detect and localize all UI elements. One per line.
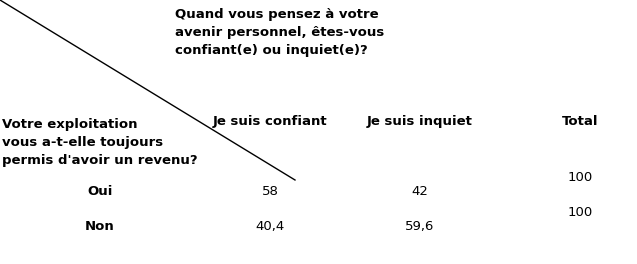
Text: 59,6: 59,6 — [405, 220, 434, 233]
Text: Non: Non — [85, 220, 115, 233]
Text: Je suis confiant: Je suis confiant — [213, 115, 327, 128]
Text: 58: 58 — [262, 185, 278, 198]
Text: Quand vous pensez à votre
avenir personnel, êtes-vous
confiant(e) ou inquiet(e)?: Quand vous pensez à votre avenir personn… — [175, 8, 384, 57]
Text: 42: 42 — [412, 185, 429, 198]
Text: Oui: Oui — [87, 185, 113, 198]
Text: 40,4: 40,4 — [255, 220, 285, 233]
Text: 100: 100 — [568, 206, 592, 219]
Text: Total: Total — [562, 115, 598, 128]
Text: Je suis inquiet: Je suis inquiet — [367, 115, 473, 128]
Text: 100: 100 — [568, 171, 592, 184]
Text: Votre exploitation
vous a-t-elle toujours
permis d'avoir un revenu?: Votre exploitation vous a-t-elle toujour… — [2, 118, 197, 167]
